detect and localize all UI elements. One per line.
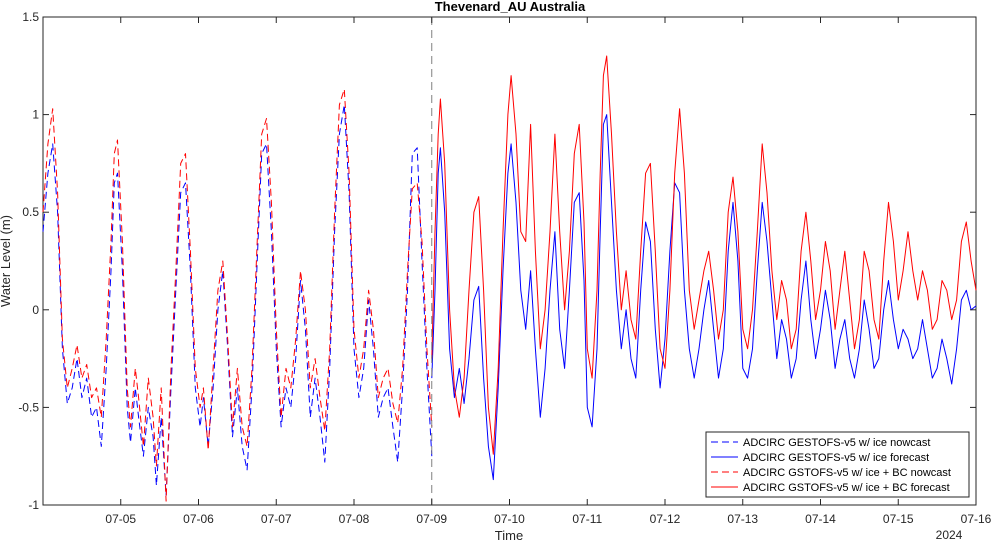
legend-label: ADCIRC GSTOFS-v5 w/ ice + BC forecast xyxy=(743,482,950,494)
plot-area xyxy=(42,16,977,506)
x-tick-label: 07-11 xyxy=(572,512,602,526)
series-line-adcirc-gstofs-v5-w-ice-bc-nowcast xyxy=(42,88,433,502)
x-tick-label: 07-13 xyxy=(727,512,758,526)
y-axis: -1 -0.5 0 0.5 1 1.5 xyxy=(18,10,976,512)
y-tick-label: -1 xyxy=(28,498,39,512)
y-tick-label: 0.5 xyxy=(22,205,39,219)
x-tick-label: 07-06 xyxy=(183,512,214,526)
x-axis: 07-05 07-06 07-07 07-08 07-09 07-10 07-11 07-12… xyxy=(105,17,992,526)
x-tick-label: 07-16 xyxy=(961,512,992,526)
series-line-adcirc-gestofs-v5-w-ice-nowcast xyxy=(42,104,433,496)
legend-label: ADCIRC GESTOFS-v5 w/ ice forecast xyxy=(743,452,929,464)
y-tick-label: -0.5 xyxy=(18,400,39,414)
y-tick-label: 0 xyxy=(32,303,39,317)
x-tick-label: 07-05 xyxy=(105,512,136,526)
series-line-adcirc-gstofs-v5-w-ice-bc-forecast xyxy=(431,55,977,455)
chart-title: Thevenard_AU Australia xyxy=(435,0,586,14)
legend-items: ADCIRC GESTOFS-v5 w/ ice nowcast ADCIRC G… xyxy=(711,437,951,494)
legend-label: ADCIRC GESTOFS-v5 w/ ice nowcast xyxy=(743,437,930,449)
legend: ADCIRC GESTOFS-v5 w/ ice nowcast ADCIRC G… xyxy=(705,431,970,498)
series-layer xyxy=(42,55,977,502)
x-tick-label: 07-07 xyxy=(261,512,292,526)
legend-box xyxy=(705,431,970,498)
x-tick-label: 07-10 xyxy=(494,512,525,526)
x-tick-label: 07-08 xyxy=(339,512,370,526)
legend-label: ADCIRC GSTOFS-v5 w/ ice + BC nowcast xyxy=(743,467,951,479)
year-label: 2024 xyxy=(936,528,963,541)
x-axis-title: Time xyxy=(495,528,523,541)
x-tick-label: 07-12 xyxy=(650,512,681,526)
y-tick-label: 1.5 xyxy=(22,10,39,24)
x-tick-label: 07-09 xyxy=(416,512,447,526)
series-line-adcirc-gestofs-v5-w-ice-forecast xyxy=(431,114,977,481)
x-tick-label: 07-14 xyxy=(805,512,836,526)
x-tick-label: 07-15 xyxy=(883,512,914,526)
y-axis-title: Water Level (m) xyxy=(0,215,13,307)
y-tick-label: 1 xyxy=(32,108,39,122)
